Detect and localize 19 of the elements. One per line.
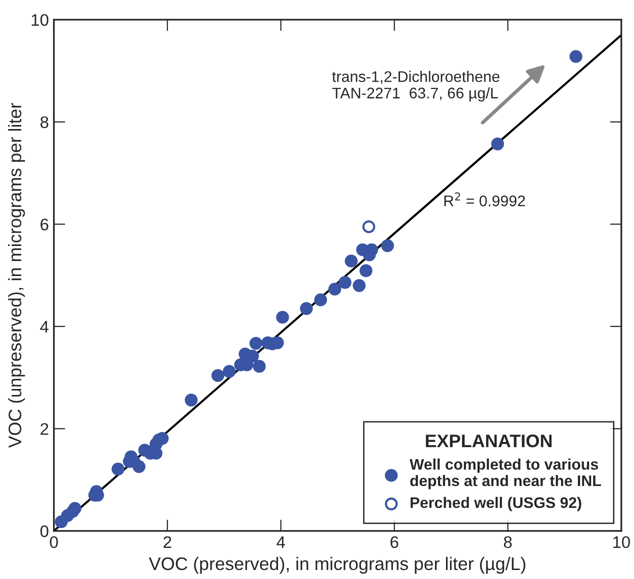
y-tick-label: 4 xyxy=(40,321,49,332)
x-tick-label: 10 xyxy=(613,536,630,548)
y-tick-label: 8 xyxy=(40,116,48,128)
annotation: trans-1,2-Dichloroethene TAN-2271 63.7, 66 µg/L xyxy=(332,70,500,102)
x-tick-label: 4 xyxy=(276,536,286,548)
annotation: R$^{2}$ = 0.9992 xyxy=(444,192,525,206)
y-tick-label: 6 xyxy=(40,218,48,230)
x-tick-label: 8 xyxy=(504,536,512,548)
legend-label: Perched well (USGS 92) xyxy=(410,496,582,512)
x-tick-label: 2 xyxy=(164,536,172,548)
x-tick-label: 0 xyxy=(50,536,58,548)
x-tick-label: 6 xyxy=(390,536,398,548)
y-tick-label: 10 xyxy=(32,14,48,26)
y-axis-title: VOC (unpreserved), in micrograms per liter xyxy=(8,103,25,448)
legend-label: Well completed to various depths at and near the INL xyxy=(410,458,602,490)
legend-title: EXPLANATION xyxy=(426,434,552,448)
y-tick-label: 0 xyxy=(40,525,48,538)
x-axis-title: VOC (preserved), in micrograms per liter (µg/L) xyxy=(148,556,526,574)
y-tick-label: 2 xyxy=(40,423,48,435)
